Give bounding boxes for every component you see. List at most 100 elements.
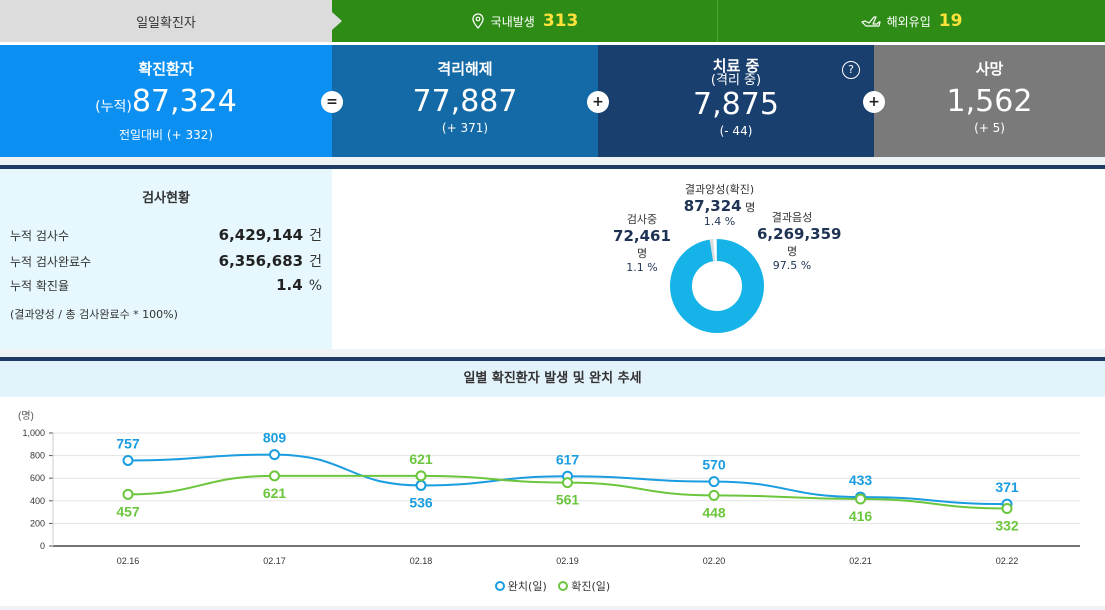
testing-value: 72,461 <box>613 227 671 245</box>
data-label: 621 <box>409 451 433 467</box>
stat-released: 격리해제 77,887 (+ 371) <box>332 45 598 157</box>
legend-confirmed-marker <box>558 581 569 591</box>
test-value: 6,356,683 <box>218 252 304 270</box>
help-icon[interactable]: ? <box>842 61 860 79</box>
legend-released[interactable]: 완치(일) <box>494 578 547 594</box>
divider <box>0 357 1105 361</box>
negative-pct: 97.5 % <box>772 259 812 272</box>
x-axis-labels: 02.16 02.17 02.18 02.19 02.20 02.21 02.22 <box>117 556 1019 566</box>
test-unit: % <box>308 278 322 294</box>
x-tick-label: 02.22 <box>996 556 1019 566</box>
data-point <box>708 476 720 488</box>
positive-label: 결과양성(확진) <box>684 183 755 196</box>
airplane-icon <box>860 13 881 29</box>
data-label: 617 <box>556 451 580 467</box>
stat-confirmed: 확진환자 (누적)87,324 전일대비 (+ 332) <box>0 45 332 157</box>
x-tick-label: 02.18 <box>410 556 433 566</box>
test-label: 누적 검사완료수 <box>10 254 92 269</box>
released-change: (+ 371) <box>441 121 489 135</box>
negative-value: 6,269,359 <box>757 225 842 243</box>
data-label: 416 <box>849 508 873 524</box>
treatment-change: (- 44) <box>719 124 753 138</box>
data-point <box>1001 502 1013 514</box>
y-tick-label: 800 <box>30 451 45 461</box>
location-pin-icon <box>471 13 485 29</box>
plus-icon: + <box>863 91 885 113</box>
x-tick-label: 02.17 <box>263 556 286 566</box>
data-label: 570 <box>702 457 726 473</box>
daily-summary-bar: 일일확진자 국내발생 313 해외유입 19 <box>0 0 1105 42</box>
x-tick-label: 02.19 <box>556 556 579 566</box>
released-title: 격리해제 <box>437 60 493 78</box>
domestic-cases: 국내발생 313 <box>332 0 718 42</box>
data-label: 371 <box>995 479 1019 495</box>
x-tick-label: 02.20 <box>703 556 726 566</box>
domestic-label: 국내발생 <box>490 14 535 29</box>
test-donut-panel: 검사중 72,461 명 1.1 % 결과양성(확진) 87,324 명 1.4… <box>332 169 1105 349</box>
test-label: 누적 검사수 <box>10 228 70 243</box>
confirmed-prefix: (누적) <box>95 99 132 115</box>
confirmed-change: 전일대비 (+ 332) <box>118 128 214 142</box>
released-value: 77,887 <box>412 84 518 119</box>
test-label: 누적 확진율 <box>10 278 70 293</box>
test-unit: 건 <box>309 254 322 270</box>
x-tick-label: 02.21 <box>849 556 872 566</box>
treatment-value: 7,875 <box>693 87 779 122</box>
data-label: 561 <box>556 492 580 508</box>
test-row-rate: 누적 확진율 1.4% <box>10 276 322 294</box>
x-tick-label: 02.16 <box>117 556 140 566</box>
overseas-value: 19 <box>938 11 963 31</box>
legend-confirmed[interactable]: 확진(일) <box>558 578 610 594</box>
donut-label-negative: 결과음성 6,269,359 명 97.5 % <box>757 209 842 272</box>
data-point <box>855 493 866 505</box>
testing-unit: 명 <box>636 247 648 260</box>
daily-confirmed-label: 일일확진자 <box>136 15 196 31</box>
y-tick-label: 1,000 <box>22 428 45 438</box>
data-point <box>708 489 720 501</box>
data-label: 809 <box>263 430 287 446</box>
legend-released-marker <box>494 581 505 591</box>
overseas-label: 해외유입 <box>886 14 931 29</box>
data-label: 621 <box>263 485 287 501</box>
divider <box>0 165 1105 169</box>
negative-unit: 명 <box>786 245 798 258</box>
legend-released-label: 완치(일) <box>507 580 547 593</box>
data-label: 457 <box>116 503 140 519</box>
trend-title: 일별 확진환자 발생 및 완치 추세 <box>0 361 1105 397</box>
y-axis-unit: (명) <box>18 410 34 422</box>
confirmed-value-line: (누적)87,324 <box>0 85 332 124</box>
data-point <box>269 470 280 482</box>
deaths-title: 사망 <box>975 60 1004 78</box>
overseas-cases: 해외유입 19 <box>718 0 1105 42</box>
legend-confirmed-label: 확진(일) <box>571 580 611 593</box>
stats-row: 확진환자 (누적)87,324 전일대비 (+ 332) 격리해제 77,887… <box>0 45 1105 157</box>
y-tick-label: 600 <box>30 473 45 483</box>
tab-daily-confirmed[interactable]: 일일확진자 <box>0 0 342 42</box>
y-tick-label: 400 <box>30 496 45 506</box>
y-tick-label: 0 <box>40 541 45 551</box>
equals-icon: = <box>321 91 343 113</box>
deaths-change: (+ 5) <box>974 121 1005 135</box>
confirmed-title: 확진환자 <box>138 60 194 78</box>
test-donut-chart <box>670 239 764 333</box>
data-point <box>415 479 427 491</box>
treatment-title: 치료 중 <box>712 57 760 75</box>
positive-pct: 1.4 % <box>703 215 736 228</box>
plus-icon: + <box>587 91 609 113</box>
stat-deaths: 사망 1,562 (+ 5) <box>874 45 1105 157</box>
deaths-value: 1,562 <box>946 84 1033 119</box>
positive-unit: 명 <box>745 201 756 214</box>
donut-negative-slice <box>670 239 764 333</box>
data-label: 433 <box>849 472 873 488</box>
negative-label: 결과음성 <box>771 211 813 224</box>
test-rate-note: (결과양성 / 총 검사완료수 * 100%) <box>10 308 178 321</box>
test-value: 6,429,144 <box>218 226 304 244</box>
data-point <box>269 449 280 461</box>
chart-legend: 완치(일) 확진(일) <box>0 578 1105 594</box>
divider <box>0 349 1105 357</box>
test-value: 1.4 <box>276 276 303 294</box>
data-point <box>562 477 573 489</box>
data-point <box>122 488 134 500</box>
data-point <box>122 454 134 466</box>
